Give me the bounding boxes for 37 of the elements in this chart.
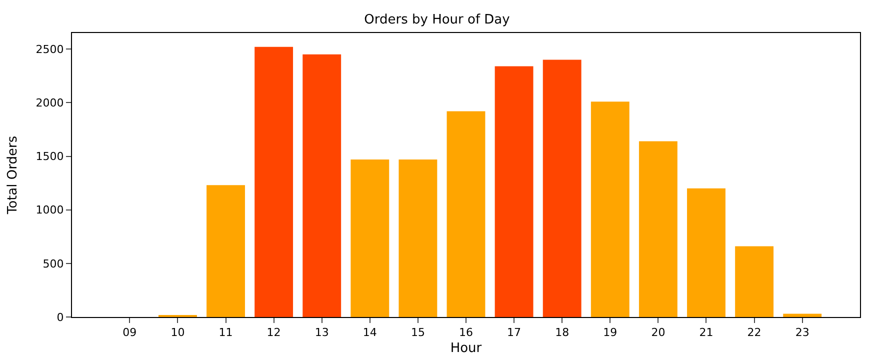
- x-tick-label: 09: [122, 326, 137, 340]
- bar: [254, 46, 294, 317]
- x-tick-label: 16: [459, 326, 473, 340]
- x-tick-label: 17: [507, 326, 522, 340]
- bar: [687, 188, 726, 317]
- y-tick-label: 2500: [36, 42, 64, 56]
- y-tick-label: 2000: [36, 96, 64, 110]
- x-tick-label: 18: [555, 326, 570, 340]
- bar: [350, 159, 390, 317]
- x-tick-label: 20: [651, 326, 666, 340]
- bar: [206, 185, 245, 317]
- bar: [398, 159, 438, 317]
- x-tick-label: 23: [795, 326, 810, 340]
- x-tick-label: 13: [314, 326, 329, 340]
- x-tick-label: 12: [266, 326, 281, 340]
- x-tick-label: 22: [747, 326, 762, 340]
- bar: [542, 60, 582, 317]
- x-tick-label: 14: [362, 326, 377, 340]
- x-tick-label: 21: [699, 326, 714, 340]
- x-tick-label: 19: [603, 326, 618, 340]
- x-tick-label: 15: [410, 326, 425, 340]
- y-tick-label: 500: [42, 257, 64, 270]
- bar: [638, 141, 678, 317]
- y-tick-label: 1000: [36, 204, 64, 217]
- x-tick-label: 10: [170, 326, 185, 340]
- y-tick-label: 1500: [36, 150, 64, 164]
- y-axis-title: Total Orders: [6, 136, 21, 216]
- chart-title: Orders by Hour of Day: [364, 12, 510, 28]
- bar: [735, 246, 774, 317]
- bar: [783, 314, 822, 317]
- bar: [494, 66, 534, 317]
- bar: [446, 111, 486, 317]
- x-tick-label: 11: [218, 326, 233, 340]
- bar: [302, 54, 342, 317]
- y-tick-label: 0: [56, 310, 64, 324]
- bar: [590, 102, 630, 317]
- x-axis-title: Hour: [450, 340, 482, 356]
